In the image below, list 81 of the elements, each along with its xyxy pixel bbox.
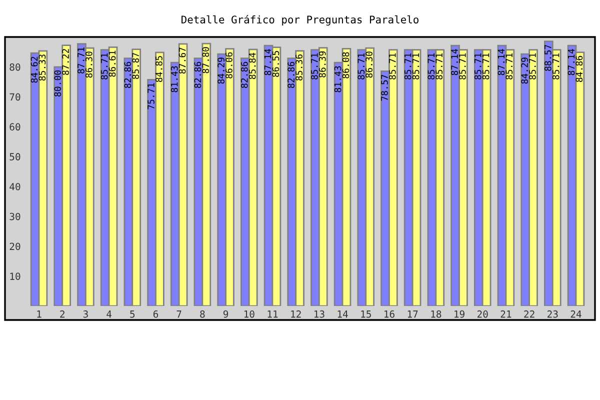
- data-label: 87.80: [202, 47, 210, 74]
- x-tick-label: 6: [153, 310, 158, 318]
- data-label: 82.86: [288, 62, 294, 88]
- data-label: 84.29: [218, 58, 224, 84]
- data-label: 82.86: [194, 62, 202, 88]
- x-tick-label: 24: [570, 310, 582, 318]
- x-tick-label: 20: [477, 310, 488, 318]
- data-label: 87.14: [568, 48, 575, 76]
- data-label: 85.71: [404, 53, 412, 80]
- x-tick-label: 7: [176, 310, 182, 318]
- data-label: 85.84: [248, 52, 256, 80]
- x-tick-label: 15: [361, 310, 371, 318]
- data-label: 85.36: [296, 54, 302, 80]
- x-tick-label: 3: [83, 310, 88, 318]
- y-tick-label: 70: [10, 93, 20, 101]
- data-label: 86.39: [318, 51, 326, 78]
- data-label: 85.71: [506, 53, 513, 80]
- data-label: 82.86: [124, 62, 132, 88]
- x-tick-label: 5: [130, 310, 135, 318]
- data-label: 87.71: [78, 47, 84, 74]
- data-label: 75.71: [148, 83, 154, 110]
- data-label: 87.22: [62, 49, 69, 75]
- data-label: 86.30: [85, 52, 92, 78]
- data-label: 86.08: [342, 52, 350, 78]
- data-label: 86.30: [366, 52, 372, 78]
- y-tick-label: 50: [10, 153, 20, 160]
- x-tick-label: 10: [244, 310, 254, 318]
- x-tick-label: 4: [106, 310, 112, 318]
- y-tick-label: 10: [10, 272, 20, 280]
- data-label: 84.62: [30, 56, 38, 83]
- x-tick-label: 9: [223, 310, 228, 318]
- data-label: 85.71: [482, 53, 490, 80]
- data-label: 85.71: [100, 53, 108, 80]
- data-label: 81.43: [334, 66, 342, 92]
- y-tick-label: 80: [10, 63, 20, 71]
- x-tick-label: 18: [431, 310, 442, 318]
- data-label: 85.71: [552, 53, 560, 80]
- x-tick-label: 11: [268, 310, 278, 318]
- data-label: 81.43: [170, 66, 178, 92]
- data-label: 87.14: [264, 48, 272, 76]
- x-tick-label: 21: [500, 310, 512, 318]
- data-label: 85.33: [38, 54, 46, 81]
- data-label: 85.71: [474, 53, 482, 80]
- chart-title: Detalle Gráfico por Preguntas Paralelo: [182, 15, 418, 26]
- data-label: 87.14: [451, 48, 458, 76]
- data-label: 87.14: [498, 48, 505, 76]
- x-tick-label: 12: [291, 310, 301, 318]
- data-label: 85.71: [428, 53, 435, 80]
- x-tick-label: 8: [200, 310, 205, 318]
- data-label: 84.29: [521, 58, 528, 84]
- x-tick-label: 19: [454, 310, 464, 318]
- data-label: 84.86: [576, 56, 583, 82]
- data-label: 85.71: [311, 53, 318, 80]
- data-label: 82.86: [240, 62, 248, 88]
- x-tick-label: 1: [37, 310, 42, 318]
- data-label: 84.85: [156, 56, 162, 82]
- data-label: 88.57: [544, 44, 552, 71]
- x-tick-label: 13: [314, 310, 324, 318]
- y-tick-label: 30: [10, 212, 20, 220]
- data-label: 85.71: [358, 53, 365, 80]
- data-label: 85.71: [412, 53, 420, 80]
- x-tick-label: 14: [338, 310, 348, 318]
- data-label: 85.71: [529, 53, 536, 80]
- x-tick-label: 2: [60, 310, 64, 318]
- data-label: 86.55: [272, 51, 280, 77]
- data-label: 85.71: [389, 53, 396, 80]
- data-label: 85.71: [459, 53, 466, 80]
- x-tick-label: 22: [524, 310, 534, 318]
- data-label: 85.71: [436, 53, 443, 80]
- y-tick-label: 20: [10, 242, 20, 250]
- data-label: 85.87: [132, 53, 140, 79]
- data-label: 86.06: [226, 52, 232, 78]
- x-tick-label: 17: [408, 310, 418, 318]
- x-tick-label: 23: [548, 310, 558, 318]
- data-label: 78.57: [381, 74, 388, 101]
- data-label: 87.67: [178, 48, 186, 74]
- data-label: 86.61: [108, 50, 116, 77]
- y-tick-label: 60: [10, 123, 20, 131]
- y-tick-label: 40: [10, 182, 20, 190]
- x-tick-label: 16: [384, 310, 394, 318]
- data-label: 80.00: [54, 70, 62, 96]
